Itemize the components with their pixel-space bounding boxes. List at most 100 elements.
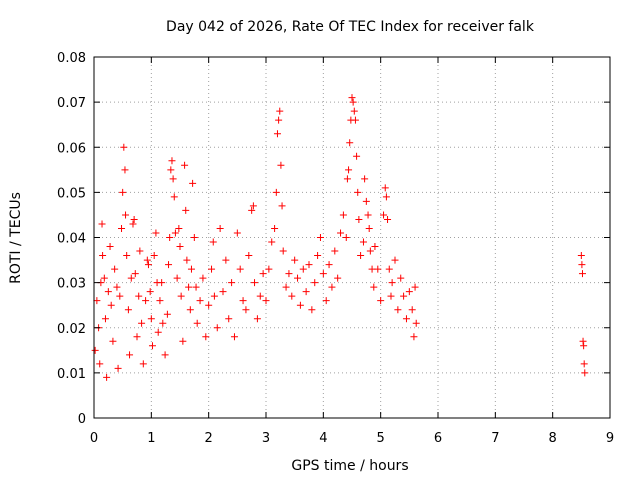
data-point [334, 274, 342, 282]
data-point [265, 265, 273, 273]
y-tick-label: 0.02 [57, 322, 86, 337]
data-point [314, 252, 322, 260]
data-point [331, 247, 339, 255]
data-point [268, 238, 276, 246]
data-point [364, 211, 372, 219]
data-point [374, 265, 382, 273]
data-point [277, 161, 285, 169]
data-point [271, 224, 279, 232]
data-point [148, 342, 156, 350]
data-point [319, 270, 327, 278]
data-point [245, 252, 253, 260]
data-point [101, 315, 109, 323]
data-point [581, 369, 589, 377]
data-point [311, 279, 319, 287]
y-tick-label: 0.03 [57, 277, 86, 292]
data-point [308, 306, 316, 314]
data-point [158, 279, 166, 287]
data-point [111, 265, 119, 273]
data-point [170, 193, 178, 201]
y-tick-label: 0.07 [57, 96, 86, 111]
data-point [296, 301, 304, 309]
data-point [103, 373, 111, 381]
data-point [135, 292, 143, 300]
data-point [580, 342, 588, 350]
x-tick-label: 0 [90, 431, 98, 446]
data-point [122, 211, 130, 219]
data-point [328, 283, 336, 291]
data-point [385, 265, 393, 273]
data-point [193, 319, 201, 327]
x-tick-label: 8 [549, 431, 557, 446]
data-point [239, 297, 247, 305]
data-point [391, 256, 399, 264]
data-point [302, 288, 310, 296]
data-point [124, 306, 132, 314]
data-point [411, 283, 419, 291]
data-point [371, 243, 379, 251]
data-point [98, 220, 106, 228]
data-point [225, 315, 233, 323]
data-point [107, 301, 115, 309]
data-point [580, 360, 588, 368]
data-point [353, 152, 361, 160]
data-point [104, 288, 112, 296]
plot-frame [93, 56, 611, 419]
data-point [305, 261, 313, 269]
x-tick-label: 6 [434, 431, 442, 446]
data-point [382, 193, 390, 201]
data-point [106, 243, 114, 251]
y-tick-label: 0.01 [57, 367, 86, 382]
data-point [273, 130, 281, 138]
data-point [381, 184, 389, 192]
y-tick-label: 0.04 [57, 232, 86, 247]
data-point [337, 229, 345, 237]
data-point [348, 94, 356, 102]
x-tick-label: 2 [205, 431, 213, 446]
data-point [177, 292, 185, 300]
data-point [123, 252, 131, 260]
data-point [410, 333, 418, 341]
data-point [131, 270, 139, 278]
data-point [288, 292, 296, 300]
data-point [578, 261, 586, 269]
data-point [189, 179, 197, 187]
data-point [253, 315, 261, 323]
data-point [171, 229, 179, 237]
data-point [405, 288, 413, 296]
data-point [120, 143, 128, 151]
data-point [168, 157, 176, 165]
data-point [279, 247, 287, 255]
data-point [119, 188, 127, 196]
data-point [147, 315, 155, 323]
data-point [361, 175, 369, 183]
data-point [339, 211, 347, 219]
data-point [345, 166, 353, 174]
data-point [349, 98, 357, 106]
data-point [136, 247, 144, 255]
data-point [190, 234, 198, 241]
data-point [113, 283, 121, 291]
data-point [186, 306, 194, 314]
x-tick-label: 5 [377, 431, 385, 446]
data-point [210, 292, 218, 300]
data-point [179, 337, 187, 345]
data-point [278, 202, 286, 210]
data-point [156, 297, 164, 305]
data-point [357, 252, 365, 260]
data-point [276, 107, 284, 115]
data-point [228, 279, 236, 287]
grid-lines [94, 57, 610, 418]
data-point [365, 224, 373, 232]
data-point [342, 234, 350, 241]
data-point [577, 252, 585, 260]
data-point [154, 328, 162, 336]
data-point [578, 270, 586, 278]
data-point [216, 224, 224, 232]
data-point [163, 310, 171, 318]
data-point [116, 292, 124, 300]
data-point [205, 301, 213, 309]
data-point [165, 261, 173, 269]
data-point [159, 319, 167, 327]
data-point [380, 211, 388, 219]
